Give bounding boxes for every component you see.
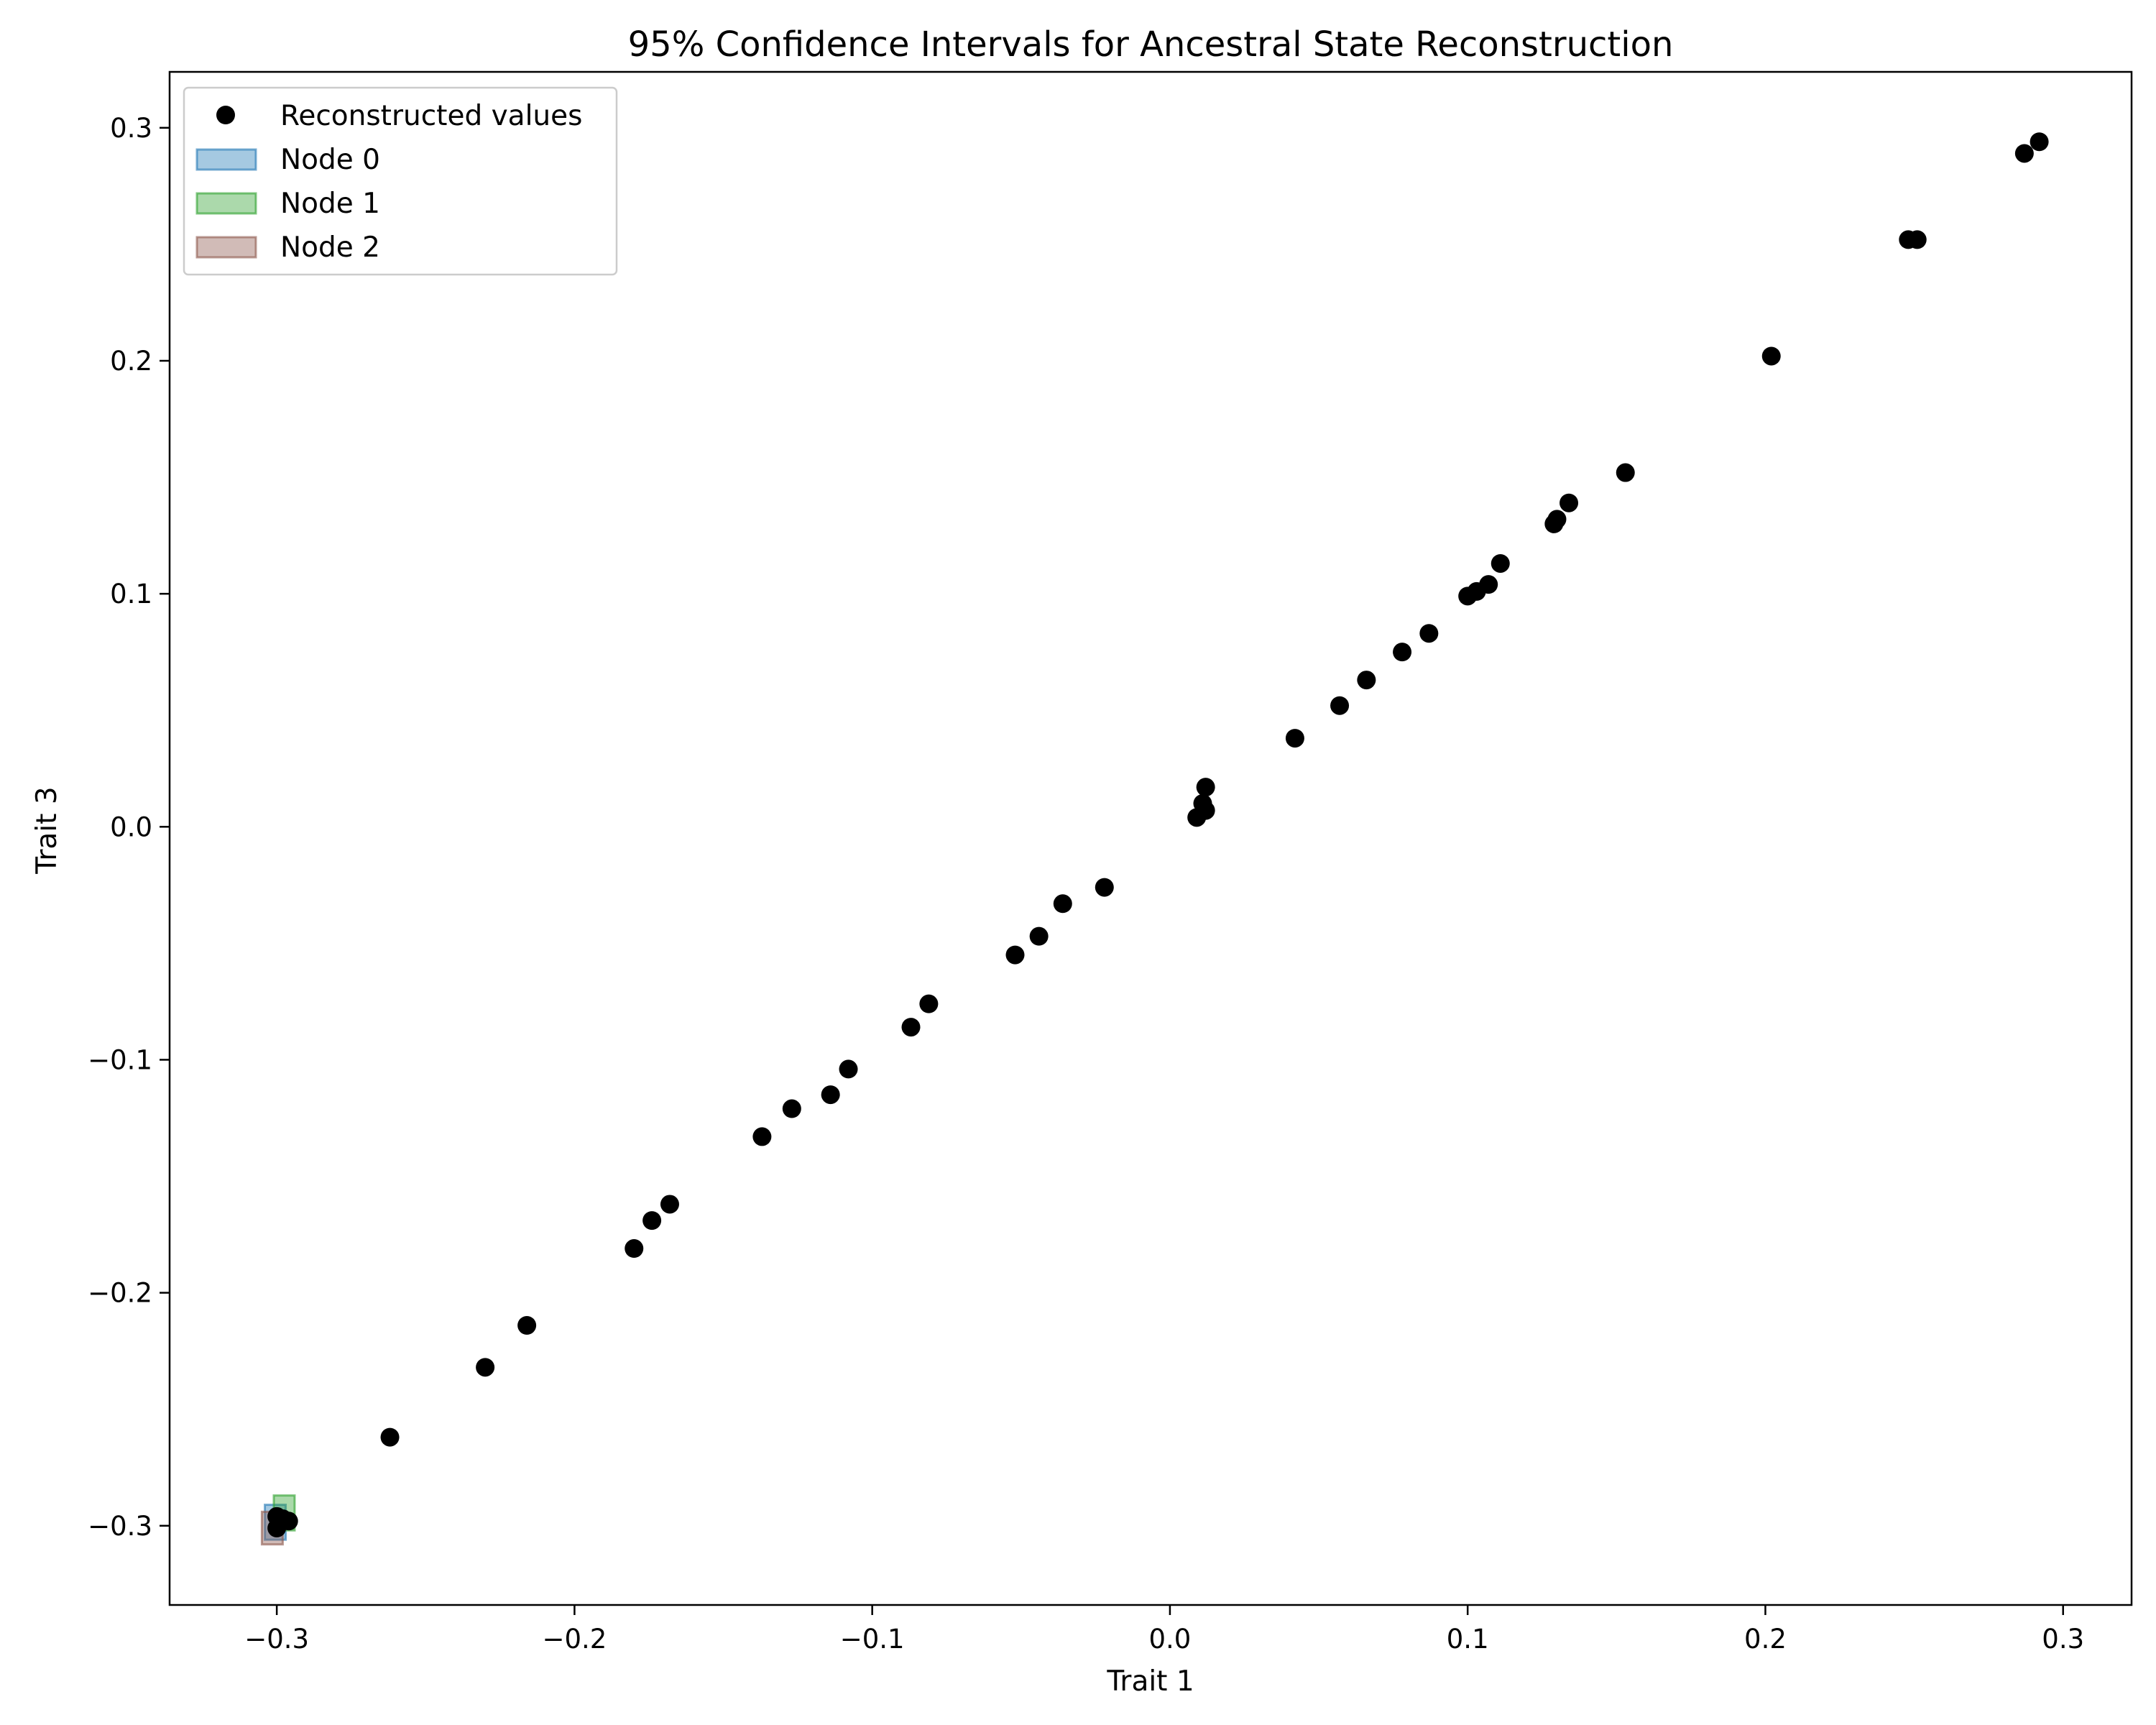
x-tick-label: −0.1 — [840, 1624, 905, 1655]
y-axis: −0.3 −0.2 −0.1 0.0 0.1 0.2 0.3 — [88, 113, 170, 1542]
data-point — [1479, 575, 1498, 594]
legend-label: Reconstructed values — [280, 100, 582, 132]
legend-label: Node 2 — [280, 231, 380, 264]
data-point — [919, 994, 939, 1013]
data-point — [839, 1059, 858, 1079]
x-tick-label: 0.2 — [1744, 1624, 1787, 1655]
legend: Reconstructed values Node 0 Node 1 Node 2 — [183, 86, 618, 276]
legend-label: Node 0 — [280, 144, 380, 176]
x-tick-label: −0.3 — [244, 1624, 309, 1655]
data-point — [1907, 230, 1927, 249]
data-point — [1005, 945, 1025, 965]
y-tick-label: 0.1 — [110, 579, 152, 610]
data-point — [380, 1427, 400, 1447]
data-point — [1357, 671, 1376, 690]
legend-box — [183, 86, 618, 276]
y-tick-label: −0.2 — [88, 1278, 152, 1309]
data-point — [782, 1099, 801, 1118]
x-tick-label: 0.0 — [1149, 1624, 1192, 1655]
data-point — [1560, 493, 1579, 512]
legend-swatch — [195, 148, 257, 171]
data-point — [1393, 643, 1412, 662]
data-point — [1330, 696, 1350, 715]
legend-marker — [216, 106, 235, 124]
data-point — [1196, 801, 1215, 820]
data-point — [625, 1239, 644, 1259]
data-point — [2014, 144, 2034, 163]
data-point — [1053, 894, 1072, 914]
data-point — [1547, 510, 1567, 529]
legend-swatch — [195, 236, 257, 259]
x-tick-label: 0.3 — [2042, 1624, 2084, 1655]
data-point — [660, 1195, 679, 1214]
x-axis-label: Trait 1 — [1106, 1665, 1194, 1698]
legend-label: Node 1 — [280, 188, 380, 220]
data-point — [642, 1211, 662, 1230]
data-point — [476, 1358, 495, 1377]
data-point — [901, 1018, 921, 1037]
data-point — [821, 1085, 840, 1105]
data-point — [1196, 778, 1215, 797]
y-tick-label: 0.0 — [110, 811, 152, 842]
x-axis: −0.3 −0.2 −0.1 0.0 0.1 0.2 0.3 — [244, 1605, 2084, 1655]
data-point — [1285, 729, 1304, 748]
y-tick-label: −0.3 — [88, 1511, 152, 1542]
data-point — [1761, 346, 1781, 366]
y-tick-label: 0.2 — [110, 346, 152, 377]
y-axis-label: Trait 3 — [31, 786, 63, 874]
x-tick-label: −0.2 — [542, 1624, 607, 1655]
data-point — [1095, 878, 1114, 897]
data-point — [1029, 926, 1049, 946]
y-tick-label: −0.1 — [88, 1044, 152, 1075]
data-point — [1491, 553, 1510, 573]
data-point — [267, 1506, 287, 1526]
x-tick-label: 0.1 — [1447, 1624, 1489, 1655]
legend-swatch — [195, 192, 257, 215]
data-point — [1616, 463, 1635, 482]
points-layer — [267, 132, 2049, 1538]
plot-frame — [168, 70, 2133, 1606]
y-tick-label: 0.3 — [110, 113, 152, 144]
data-point — [517, 1316, 537, 1335]
data-point — [2030, 132, 2049, 152]
data-point — [1419, 624, 1439, 643]
chart-title: 95% Confidence Intervals for Ancestral S… — [628, 24, 1674, 65]
data-point — [752, 1127, 772, 1146]
